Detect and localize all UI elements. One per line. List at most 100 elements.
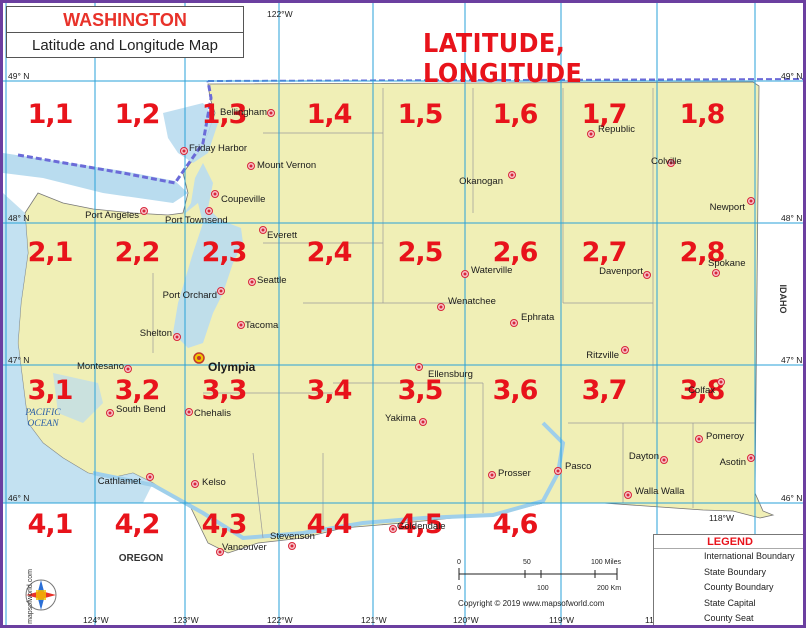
grid-cell-label: 4,3 bbox=[202, 509, 247, 540]
legend-label: State Capital bbox=[704, 597, 756, 608]
latitude-label-right: 49° N bbox=[781, 71, 802, 81]
grid-cell-label: 2,6 bbox=[493, 237, 538, 268]
page-heading: LATITUDE, LONGITUDE bbox=[423, 29, 583, 89]
city-label: Asotin bbox=[720, 457, 746, 468]
legend-label: State Boundary bbox=[704, 566, 767, 577]
scale-miles-50: 50 bbox=[523, 559, 531, 566]
city-label: Spokane bbox=[708, 258, 746, 269]
grid-cell-label: 1,4 bbox=[307, 99, 352, 130]
legend-county-boundary: County Boundary bbox=[654, 580, 803, 596]
city-label: Pomeroy bbox=[706, 431, 744, 442]
county-seat-marker-core bbox=[417, 365, 421, 369]
legend-international-boundary: International Boundary bbox=[654, 549, 803, 565]
scale-miles-100: 100 Miles bbox=[591, 559, 621, 566]
county-seat-marker-core bbox=[749, 456, 753, 460]
city-label: Wenatchee bbox=[448, 296, 496, 307]
grid-cell-label: 1,8 bbox=[680, 99, 725, 130]
longitude-label-bottom: 123°W bbox=[173, 615, 199, 625]
city-label: Colfax bbox=[688, 385, 715, 396]
city-label: Coupeville bbox=[221, 194, 265, 205]
latitude-label-right: 48° N bbox=[781, 213, 802, 223]
grid-cell-label: 3,2 bbox=[115, 375, 160, 406]
grid-cell-label: 2,1 bbox=[28, 237, 73, 268]
county-seat-marker-core bbox=[490, 473, 494, 477]
latitude-label-right: 46° N bbox=[781, 493, 802, 503]
city-label: Friday Harbor bbox=[189, 143, 247, 154]
washington-map: 124°W123°W122°W121°W120°W119°W118°W117°W… bbox=[3, 3, 803, 625]
title-box: WASHINGTON Latitude and Longitude Map bbox=[6, 6, 244, 58]
latitude-label-left: 47° N bbox=[8, 355, 29, 365]
city-label: Port Angeles bbox=[85, 210, 139, 221]
county-seat-marker-core bbox=[269, 111, 273, 115]
latitude-label-left: 46° N bbox=[8, 493, 29, 503]
city-label: Stevenson bbox=[270, 531, 315, 542]
scale-km-0: 0 bbox=[457, 585, 461, 592]
county-seat-marker-core bbox=[187, 410, 191, 414]
capital-marker-core bbox=[197, 356, 201, 360]
county-seat-marker-core bbox=[219, 289, 223, 293]
county-seat-marker-core bbox=[662, 458, 666, 462]
city-label: Ellensburg bbox=[428, 369, 473, 380]
grid-cell-label: 3,5 bbox=[398, 375, 443, 406]
legend-state-capital: State Capital bbox=[654, 596, 803, 612]
grid-cell-label: 3,4 bbox=[307, 375, 352, 406]
city-label: Davenport bbox=[599, 266, 643, 277]
oregon-label: OREGON bbox=[119, 553, 163, 564]
city-label: Walla Walla bbox=[635, 486, 685, 497]
longitude-label-bottom: 121°W bbox=[361, 615, 387, 625]
city-label: Goldendale bbox=[397, 521, 446, 532]
county-seat-marker-core bbox=[218, 550, 222, 554]
grid-cell-label: 2,2 bbox=[115, 237, 160, 268]
grid-cell-label: 3,3 bbox=[202, 375, 247, 406]
city-label: Tacoma bbox=[245, 320, 279, 331]
longitude-label-bottom: 124°W bbox=[83, 615, 109, 625]
county-seat-marker-core bbox=[290, 544, 294, 548]
legend-label: County Seat bbox=[704, 613, 754, 623]
grid-cell-label: 3,1 bbox=[28, 375, 73, 406]
county-seat-marker-core bbox=[626, 493, 630, 497]
grid-cell-label: 2,3 bbox=[202, 237, 247, 268]
county-seat-marker-core bbox=[126, 367, 130, 371]
city-label: Seattle bbox=[257, 275, 287, 286]
legend-label: International Boundary bbox=[704, 551, 795, 561]
county-seat-marker-core bbox=[697, 437, 701, 441]
city-label: Chehalis bbox=[194, 408, 231, 419]
city-label: Ephrata bbox=[521, 312, 555, 323]
city-label: Montesano bbox=[77, 361, 124, 372]
county-seat-marker-core bbox=[175, 335, 179, 339]
city-label: South Bend bbox=[116, 404, 166, 415]
grid-cell-label: 1,1 bbox=[28, 99, 73, 130]
county-seat-marker-core bbox=[439, 305, 443, 309]
county-seat-marker-core bbox=[142, 209, 146, 213]
city-label: Pasco bbox=[565, 461, 591, 472]
grid-cell-label: 1,7 bbox=[582, 99, 627, 130]
city-label: Republic bbox=[598, 124, 635, 135]
city-label: Yakima bbox=[385, 413, 417, 424]
city-label: Kelso bbox=[202, 477, 226, 488]
city-label: Bellingham bbox=[220, 107, 267, 118]
latitude-label-left: 49° N bbox=[8, 71, 29, 81]
latitude-label-right: 47° N bbox=[781, 355, 802, 365]
county-seat-marker-core bbox=[645, 273, 649, 277]
city-label: Mount Vernon bbox=[257, 160, 316, 171]
city-label: Everett bbox=[267, 230, 297, 241]
grid-cell-label: 2,7 bbox=[582, 237, 627, 268]
scale-km-200: 200 Km bbox=[597, 585, 621, 592]
grid-cell-label: 1,3 bbox=[202, 99, 247, 130]
legend-title: LEGEND bbox=[654, 535, 803, 549]
county-seat-marker-core bbox=[261, 228, 265, 232]
county-seat-marker-core bbox=[182, 149, 186, 153]
county-seat-marker-core bbox=[421, 420, 425, 424]
county-seat-marker-core bbox=[463, 272, 467, 276]
county-seat-marker-core bbox=[213, 192, 217, 196]
grid-cell-label: 2,4 bbox=[307, 237, 352, 268]
idaho-label: IDAHO bbox=[778, 285, 788, 314]
scale-bar: 0 50 100 Miles 0 100 200 Km bbox=[457, 559, 621, 592]
county-seat-marker-core bbox=[510, 173, 514, 177]
ocean-label: OCEAN bbox=[27, 419, 59, 429]
county-seat-marker-core bbox=[193, 482, 197, 486]
longitude-label-bottom: 119°W bbox=[549, 615, 574, 625]
grid-cell-label: 1,5 bbox=[398, 99, 443, 130]
city-label: Okanogan bbox=[459, 176, 503, 187]
longitude-label-bottom: 120°W bbox=[453, 615, 479, 625]
